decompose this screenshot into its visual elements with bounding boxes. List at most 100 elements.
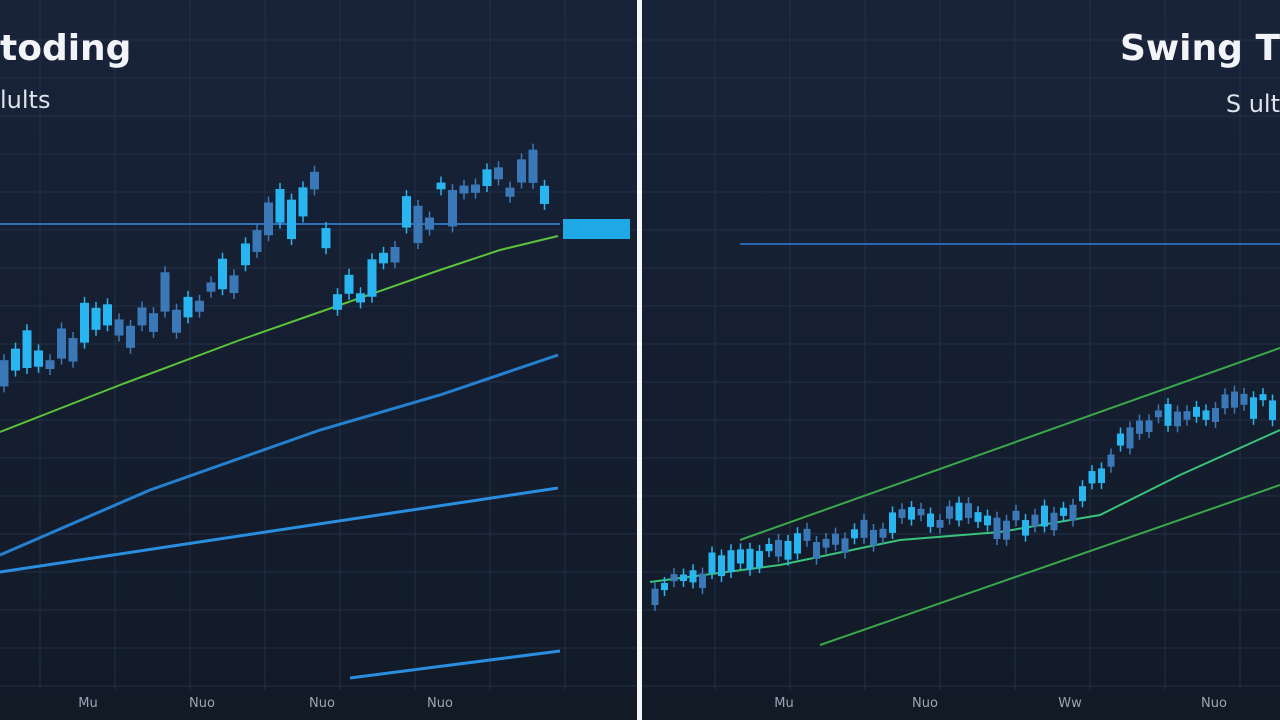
candle	[160, 272, 170, 312]
candle	[1221, 394, 1229, 409]
candle	[1050, 512, 1058, 531]
candle	[860, 519, 868, 538]
left-panel	[0, 0, 638, 720]
candle	[737, 549, 744, 564]
panel-subtitle: S ult	[1226, 90, 1280, 118]
candle	[1126, 427, 1134, 449]
candle	[367, 259, 377, 297]
candle	[927, 513, 934, 527]
trend-line	[0, 353, 559, 557]
panel-subtitle: lults	[0, 86, 50, 114]
panel-title: Swing T	[1120, 28, 1280, 69]
candle	[1079, 486, 1086, 502]
candle	[689, 570, 697, 583]
candle	[137, 307, 147, 326]
candle	[448, 190, 457, 227]
candle	[390, 246, 400, 263]
candle	[80, 302, 89, 343]
candle	[1069, 504, 1077, 521]
channel-line	[819, 484, 1280, 646]
candle	[1259, 394, 1267, 401]
channel-line	[739, 347, 1280, 541]
candle	[505, 187, 515, 197]
candle	[298, 187, 308, 217]
candle	[1250, 397, 1257, 419]
trend-line	[0, 486, 559, 574]
candle	[517, 159, 526, 183]
candle	[1098, 468, 1105, 483]
candle	[1117, 433, 1124, 446]
candle	[229, 275, 239, 294]
candle	[1031, 514, 1039, 527]
candle	[1164, 403, 1172, 426]
x-label: Nuo	[427, 696, 453, 711]
x-label: Nuo	[912, 696, 938, 711]
candle	[459, 185, 469, 194]
candle	[114, 319, 124, 336]
candle	[275, 189, 285, 223]
x-label: Nuo	[1201, 696, 1227, 711]
panel-title: toding	[0, 28, 131, 69]
candle	[321, 228, 331, 249]
candle	[851, 529, 858, 539]
candle	[436, 182, 446, 190]
candle	[482, 169, 492, 187]
candle	[661, 582, 668, 591]
candle	[149, 313, 158, 332]
divider	[637, 0, 642, 720]
candle	[1183, 411, 1191, 420]
candle	[1012, 510, 1020, 521]
candle	[1022, 520, 1029, 536]
candle	[765, 543, 773, 552]
candle	[813, 542, 820, 559]
candle	[841, 538, 849, 553]
x-label: Mu	[774, 696, 793, 711]
x-label: Nuo	[309, 696, 335, 711]
candle	[917, 508, 925, 516]
candle	[708, 552, 716, 574]
candle	[1088, 471, 1096, 484]
candle	[471, 184, 480, 193]
candle	[670, 574, 678, 582]
candle	[794, 533, 801, 554]
candle	[172, 309, 181, 333]
candle	[540, 185, 549, 204]
candle	[0, 360, 9, 387]
candle	[379, 252, 388, 264]
candle	[1212, 408, 1219, 422]
candle	[68, 338, 78, 362]
candle	[870, 529, 877, 546]
x-label: Mu	[78, 696, 97, 711]
price-tag	[563, 219, 630, 239]
candle	[756, 550, 763, 568]
x-label: Ww	[1058, 696, 1082, 711]
candle	[784, 540, 792, 560]
candle	[1269, 400, 1276, 421]
candle	[91, 307, 101, 330]
candle	[425, 217, 434, 230]
candle	[183, 296, 193, 318]
candle	[898, 509, 906, 518]
candle	[746, 548, 754, 570]
candle	[936, 520, 944, 528]
candle	[45, 360, 55, 370]
x-label: Nuo	[189, 696, 215, 711]
candle	[946, 506, 953, 519]
candle	[822, 538, 830, 548]
candle	[195, 300, 204, 312]
candle	[1174, 411, 1181, 427]
candle	[718, 555, 725, 577]
candle	[889, 512, 896, 533]
candle	[241, 243, 250, 266]
candle	[218, 258, 227, 290]
candle	[1136, 420, 1143, 434]
candle	[1155, 410, 1162, 418]
candle	[494, 167, 503, 180]
candle	[965, 503, 972, 518]
candle	[1240, 393, 1248, 405]
candle	[775, 539, 782, 557]
candle	[879, 528, 887, 538]
candle	[34, 350, 43, 367]
candle	[680, 574, 687, 582]
